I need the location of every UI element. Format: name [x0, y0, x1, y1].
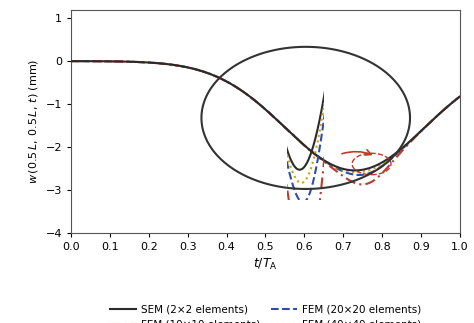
FEM (10×10 elements): [239, 89, 245, 93]
FEM (10×10 elements): [457, 95, 463, 99]
FEM (40×40 elements): [239, 89, 245, 93]
SEM (2×2 elements): [68, 59, 74, 63]
Legend: SEM (2×2 elements), FEM (10×10 elements), FEM (20×20 elements), FEM (40×40 eleme: SEM (2×2 elements), FEM (10×10 elements)…: [106, 300, 425, 323]
FEM (20×20 elements): [68, 59, 74, 63]
FEM (40×40 elements): [68, 59, 74, 63]
FEM (10×10 elements): [359, 182, 365, 186]
FEM (40×40 elements): [379, 162, 384, 166]
FEM (10×10 elements): [372, 178, 377, 182]
Line: FEM (20×20 elements): FEM (20×20 elements): [71, 61, 460, 175]
SEM (2×2 elements): [108, 59, 114, 63]
SEM (2×2 elements): [335, 165, 341, 169]
Y-axis label: $w\,(0.5\,L,\,0.5\,L,\,t)$ (mm): $w\,(0.5\,L,\,0.5\,L,\,t)$ (mm): [27, 58, 40, 184]
FEM (10×10 elements): [335, 171, 341, 174]
FEM (20×20 elements): [226, 80, 231, 84]
FEM (20×20 elements): [372, 169, 377, 173]
SEM (2×2 elements): [457, 95, 463, 99]
FEM (40×40 elements): [457, 95, 463, 99]
SEM (2×2 elements): [379, 161, 384, 165]
FEM (20×20 elements): [379, 165, 384, 169]
FEM (40×40 elements): [335, 166, 341, 170]
FEM (40×40 elements): [226, 80, 231, 84]
SEM (2×2 elements): [352, 169, 357, 172]
Line: FEM (10×10 elements): FEM (10×10 elements): [71, 61, 460, 184]
SEM (2×2 elements): [372, 164, 377, 168]
FEM (10×10 elements): [108, 59, 114, 63]
FEM (40×40 elements): [354, 170, 360, 174]
FEM (20×20 elements): [335, 167, 341, 171]
FEM (20×20 elements): [239, 89, 245, 93]
FEM (10×10 elements): [379, 172, 384, 176]
FEM (40×40 elements): [108, 59, 114, 63]
FEM (10×10 elements): [226, 80, 231, 84]
SEM (2×2 elements): [239, 89, 245, 93]
X-axis label: $t/T_\mathrm{A}$: $t/T_\mathrm{A}$: [253, 257, 278, 272]
FEM (20×20 elements): [457, 95, 463, 99]
SEM (2×2 elements): [226, 80, 231, 84]
FEM (40×40 elements): [372, 166, 377, 170]
Line: SEM (2×2 elements): SEM (2×2 elements): [71, 61, 460, 171]
Line: FEM (40×40 elements): FEM (40×40 elements): [71, 61, 460, 172]
FEM (20×20 elements): [108, 59, 114, 63]
FEM (20×20 elements): [356, 173, 362, 177]
FEM (10×10 elements): [68, 59, 74, 63]
